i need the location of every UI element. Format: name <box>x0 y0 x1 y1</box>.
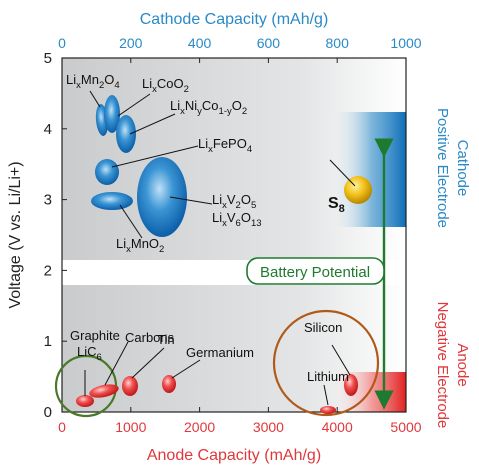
plot-frame <box>61 57 407 413</box>
left-tick-label: 1 <box>44 333 52 350</box>
leader-lines <box>84 90 356 406</box>
blob-carbons <box>89 384 119 398</box>
label-graphite: Graphite <box>70 328 120 343</box>
label-lithium: Lithium <box>307 369 349 384</box>
bottom-tick-label: 5000 <box>390 419 421 435</box>
blob-coo2 <box>104 95 120 133</box>
blob-silicon <box>344 374 358 396</box>
label-lic6: LiC6 <box>77 344 102 363</box>
blob-lithium <box>320 406 336 414</box>
bottom-tick-label: 2000 <box>184 419 215 435</box>
blob-s8 <box>344 176 372 204</box>
bottom-tick-label: 0 <box>58 419 66 435</box>
label-silicon: Silicon <box>304 320 342 335</box>
blob-nico <box>116 115 136 153</box>
y-axis-title: Voltage (V vs. Li/Li+) <box>7 161 24 308</box>
blob-fepo4 <box>95 159 119 185</box>
battery-potential-box <box>246 257 385 285</box>
label-mno2: LixMnO2 <box>116 236 164 255</box>
label-s8: S8 <box>328 195 345 215</box>
left-tick-label: 5 <box>44 50 52 67</box>
top-tick-label: 600 <box>257 35 281 51</box>
left-tick-label: 4 <box>44 121 52 138</box>
top-tick-label: 800 <box>326 35 350 51</box>
cathode-subtitle: Positive Electrode <box>434 108 451 228</box>
bottom-axis-title: Anode Capacity (mAh/g) <box>147 447 321 464</box>
label-carbons: Carbons <box>125 330 175 345</box>
top-tick-label: 1000 <box>390 35 421 51</box>
top-tick-label: 200 <box>119 35 143 51</box>
label-v2o5: LixV2O5 <box>212 192 256 211</box>
blob-v2o5 <box>137 157 187 237</box>
battery-potential-label: Battery Potential <box>260 264 370 281</box>
cathode-title: Cathode <box>454 140 471 197</box>
left-tick-label: 3 <box>44 192 52 209</box>
label-mn2o4: LixMn2O4 <box>66 72 120 91</box>
anode-title: Anode <box>454 343 471 386</box>
bottom-tick-label: 3000 <box>253 419 284 435</box>
label-tin: Tin <box>157 332 175 347</box>
top-tick-label: 400 <box>188 35 212 51</box>
label-nico: LixNiyCo1-yO2 <box>170 98 247 117</box>
bottom-tick-label: 1000 <box>115 419 146 435</box>
silicon-lithium-highlight-circle <box>272 309 380 417</box>
top-axis-title: Cathode Capacity (mAh/g) <box>140 11 329 28</box>
anode-subtitle: Negative Electrode <box>434 302 451 429</box>
left-tick-label: 0 <box>44 404 52 421</box>
bottom-tick-label: 4000 <box>322 419 353 435</box>
blob-graphite <box>76 395 94 407</box>
blob-mno2 <box>91 192 133 210</box>
top-tick-label: 0 <box>58 35 66 51</box>
label-germanium: Germanium <box>186 345 254 360</box>
label-coo2: LixCoO2 <box>142 76 189 95</box>
y-axis-title-text: Voltage (V vs. Li/Li+) <box>7 161 24 308</box>
left-tick-label: 2 <box>44 262 52 279</box>
blob-germanium <box>162 375 176 393</box>
blob-tin <box>122 376 138 396</box>
label-fepo4: LixFePO4 <box>198 136 252 155</box>
label-v6o13: LixV6O13 <box>212 210 262 229</box>
